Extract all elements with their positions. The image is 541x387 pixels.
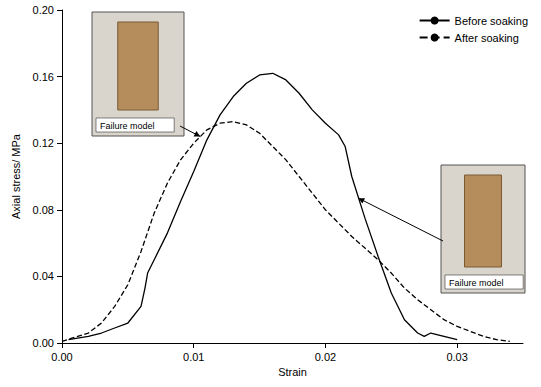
svg-text:0.08: 0.08	[33, 204, 54, 216]
svg-text:0.00: 0.00	[51, 351, 72, 363]
svg-text:0.12: 0.12	[33, 137, 54, 149]
svg-text:0.16: 0.16	[33, 71, 54, 83]
svg-text:After soaking: After soaking	[455, 32, 519, 44]
svg-text:0.03: 0.03	[446, 351, 467, 363]
svg-text:0.20: 0.20	[33, 4, 54, 16]
svg-text:Failure model: Failure model	[100, 121, 155, 131]
svg-text:Strain: Strain	[278, 366, 307, 378]
svg-text:Before soaking: Before soaking	[455, 15, 528, 27]
svg-text:0.01: 0.01	[183, 351, 204, 363]
svg-text:Axial stress/ MPa: Axial stress/ MPa	[10, 133, 22, 219]
svg-text:0.04: 0.04	[33, 270, 54, 282]
svg-text:0.00: 0.00	[33, 337, 54, 349]
svg-text:0.02: 0.02	[315, 351, 336, 363]
svg-text:Failure model: Failure model	[449, 278, 504, 288]
